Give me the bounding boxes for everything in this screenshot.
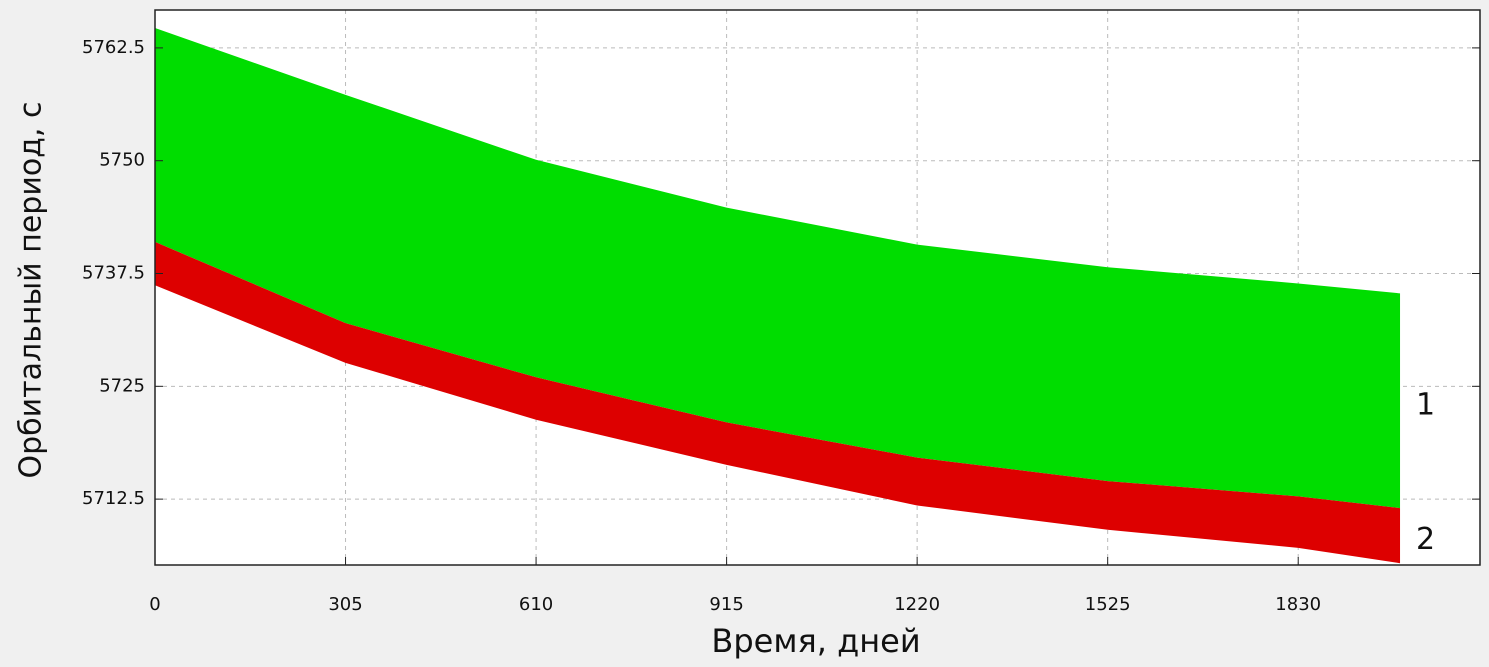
x-tick-label: 915	[709, 594, 743, 615]
x-tick-label: 610	[519, 594, 553, 615]
y-tick-label: 5712.5	[82, 488, 145, 509]
x-axis-label: Время, дней	[711, 622, 920, 660]
series-label: 2	[1416, 522, 1435, 557]
x-tick-label: 1220	[894, 594, 940, 615]
plot-border	[154, 9, 1481, 566]
x-tick-label: 305	[328, 594, 362, 615]
band-area	[155, 241, 1401, 564]
y-tick-label: 5750	[99, 150, 145, 171]
x-tick-label: 1830	[1275, 594, 1321, 615]
y-tick-label: 5737.5	[82, 263, 145, 284]
x-tick-label: 0	[149, 594, 160, 615]
y-tick-label: 5725	[99, 375, 145, 396]
series-label: 1	[1416, 387, 1435, 422]
band-area	[155, 28, 1401, 509]
y-axis-label: Орбитальный период, с	[14, 102, 49, 479]
plot-layer	[154, 10, 1480, 565]
y-tick-label: 5762.5	[82, 37, 145, 58]
x-tick-label: 1525	[1085, 594, 1131, 615]
